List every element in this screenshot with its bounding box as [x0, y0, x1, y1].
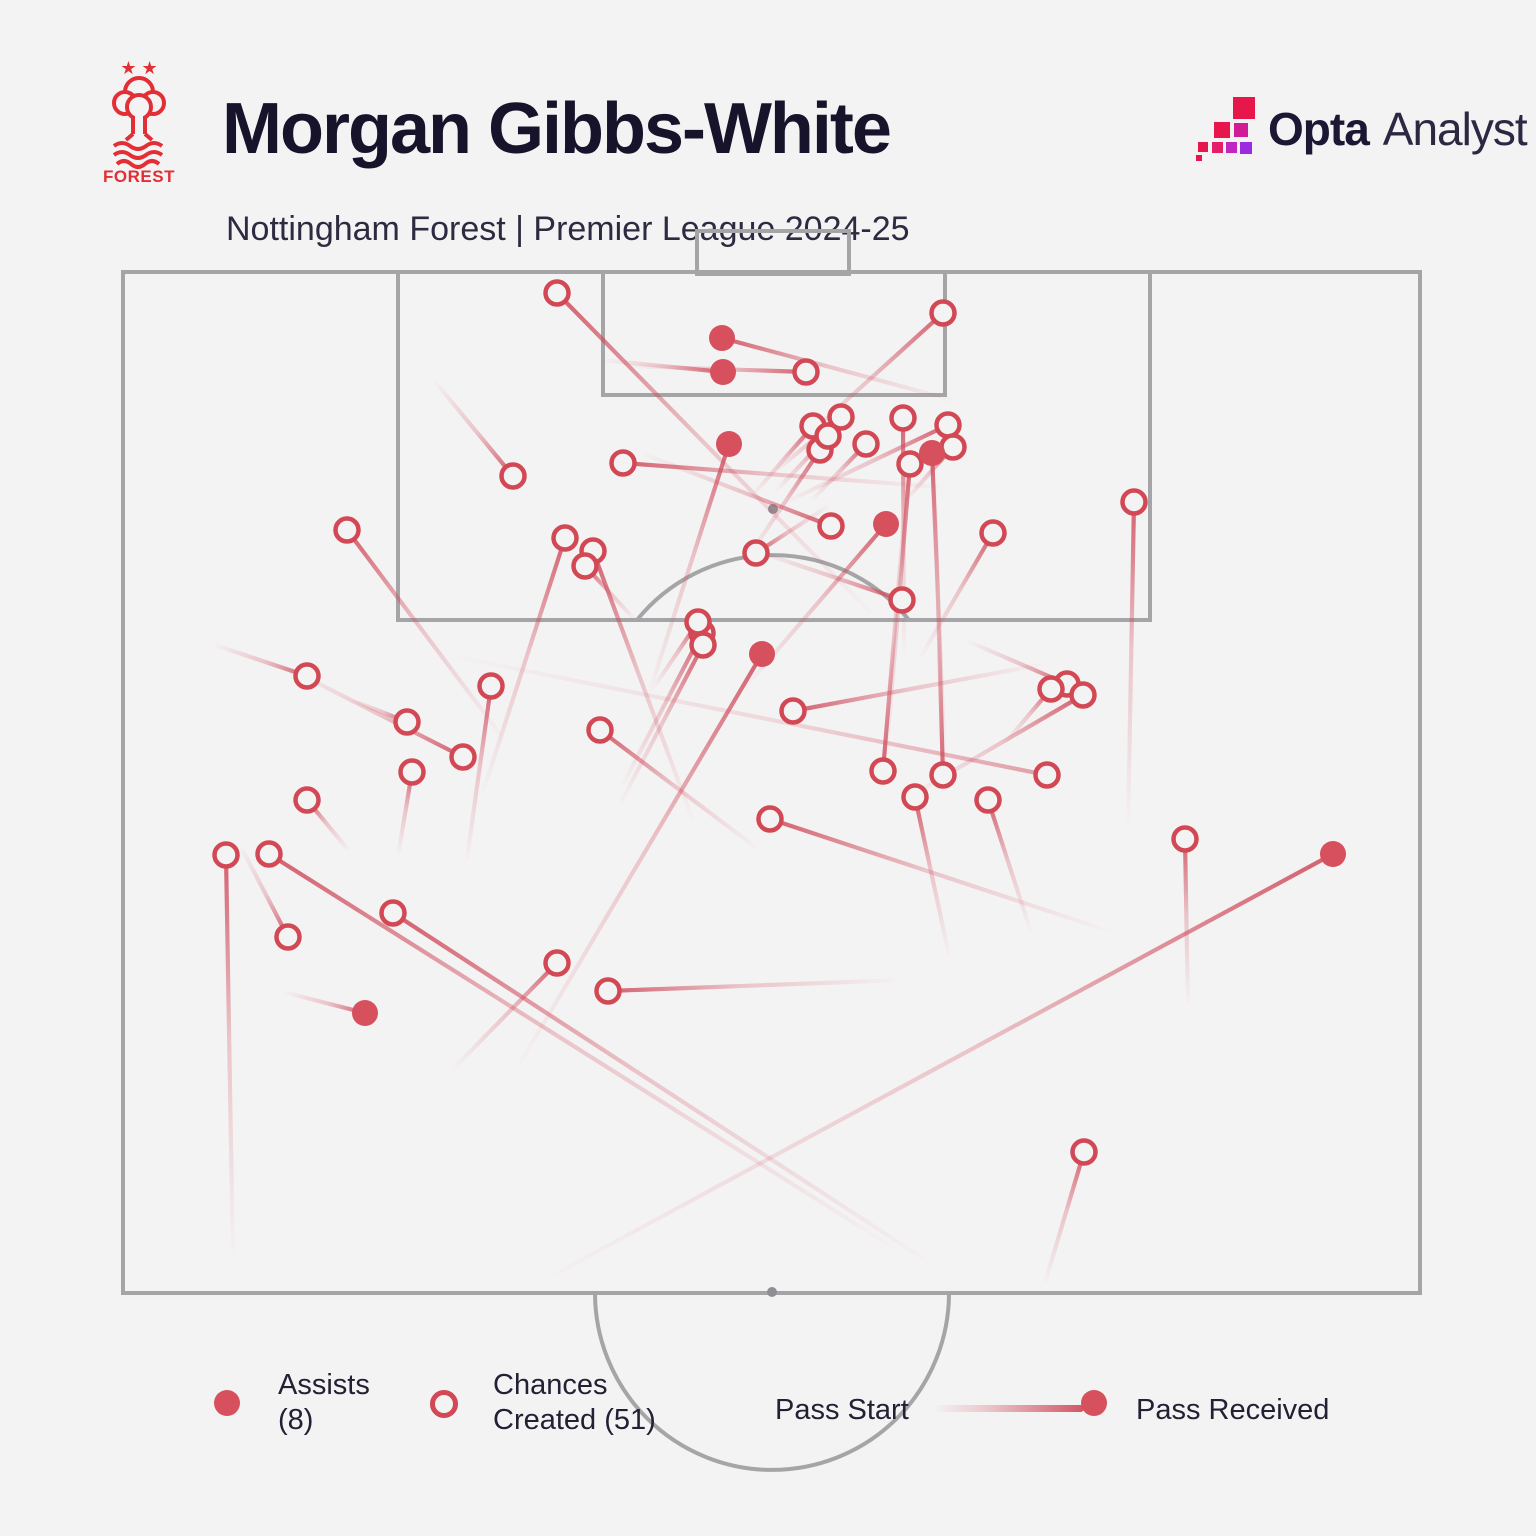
tree-icon: [112, 76, 166, 142]
legend-assists-label: Assists (8): [278, 1368, 370, 1438]
legend-chances-line1: Chances: [493, 1369, 608, 1401]
page-title: Morgan Gibbs-White: [222, 89, 892, 169]
legend-pass-received-dot-icon: [1081, 1390, 1107, 1416]
opta-wordmark: Opta: [1268, 103, 1370, 155]
legend-pass-gradient-line: [932, 1405, 1084, 1412]
legend-assists-line1: Assists: [278, 1369, 370, 1401]
legend-chances-line2: Created (51): [493, 1404, 656, 1436]
legend-chances-label: Chances Created (51): [493, 1368, 656, 1438]
opta-stairs-icon: [1196, 97, 1255, 161]
legend-assist-dot-icon: [214, 1390, 240, 1416]
opta-analyst-logo: Opta Analyst: [1196, 96, 1528, 162]
legend-pass-received-label: Pass Received: [1136, 1394, 1330, 1426]
legend-pass-start-label: Pass Start: [775, 1394, 909, 1426]
nottingham-forest-badge: ★ ★ FOREST: [103, 58, 175, 186]
analyst-wordmark: Analyst: [1382, 103, 1528, 155]
badge-stars-icon: ★ ★: [120, 58, 157, 78]
waves-icon: [112, 141, 164, 169]
badge-forest-text: FOREST: [103, 167, 175, 186]
legend-chance-circle-icon: [430, 1390, 458, 1418]
legend-assists-line2: (8): [278, 1404, 314, 1436]
